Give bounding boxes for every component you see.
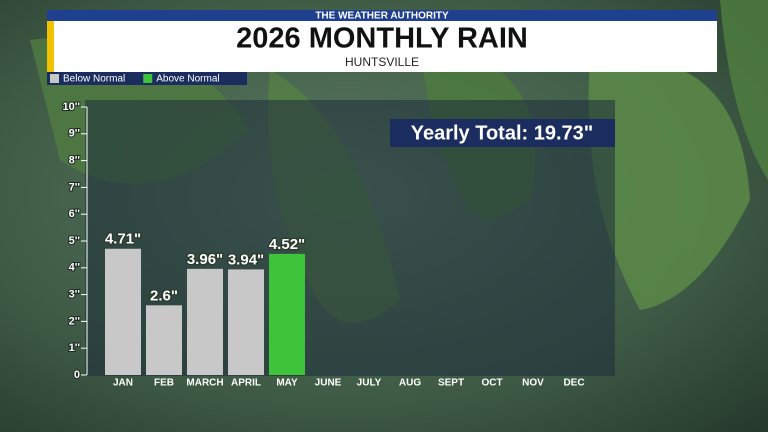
legend-swatch [143, 74, 153, 83]
x-tick-label: NOV [522, 378, 544, 389]
bar [146, 305, 182, 375]
y-tick-label: 8'' [69, 155, 81, 167]
x-tick-label: FEB [154, 378, 174, 389]
bar [187, 268, 223, 375]
chart-subtitle: HUNTSVILLE [345, 55, 419, 69]
annotation: Yearly Total: 19.73" [411, 122, 594, 144]
x-tick-label: JUNE [315, 378, 342, 389]
bar [105, 248, 141, 375]
value-label: 4.52" [269, 236, 305, 253]
header: THE WEATHER AUTHORITY [315, 11, 449, 22]
y-tick-label: 7'' [69, 181, 81, 193]
y-tick-label: 2'' [69, 315, 81, 327]
value-label: 3.94" [228, 251, 264, 268]
x-tick-label: SEPT [438, 378, 464, 389]
value-label: 3.96" [187, 251, 223, 268]
accent [47, 21, 54, 72]
y-tick-label: 1'' [69, 342, 81, 354]
y-tick-label: 3'' [69, 289, 81, 301]
y-tick-label: 5'' [69, 235, 81, 247]
title-box [47, 21, 717, 72]
header-bar [47, 10, 717, 21]
legend-label: Above Normal [156, 74, 219, 85]
x-tick-label: AUG [399, 378, 421, 389]
x-tick-label: JULY [357, 378, 382, 389]
x-tick-label: JAN [113, 378, 133, 389]
y-tick-label: 10'' [63, 101, 81, 113]
legend-swatch [50, 74, 59, 83]
x-tick-label: DEC [563, 378, 584, 389]
chart-title: 2026 MONTHLY RAIN [236, 23, 528, 55]
y-tick-label: 4'' [69, 262, 81, 274]
bar [269, 253, 305, 375]
bar [228, 269, 264, 375]
value-label: 4.71" [105, 231, 141, 248]
y-tick-label: 6'' [69, 208, 81, 220]
x-tick-label: OCT [481, 378, 502, 389]
x-tick-label: APRIL [231, 378, 261, 389]
x-tick-label: MARCH [186, 378, 223, 389]
y-tick-label: 9'' [69, 128, 81, 140]
annotation-box [390, 119, 615, 147]
value-label: 2.6" [150, 287, 178, 304]
x-tick-label: MAY [276, 378, 298, 389]
y-tick-label: 0 [74, 369, 80, 381]
legend-label: Below Normal [63, 74, 125, 85]
